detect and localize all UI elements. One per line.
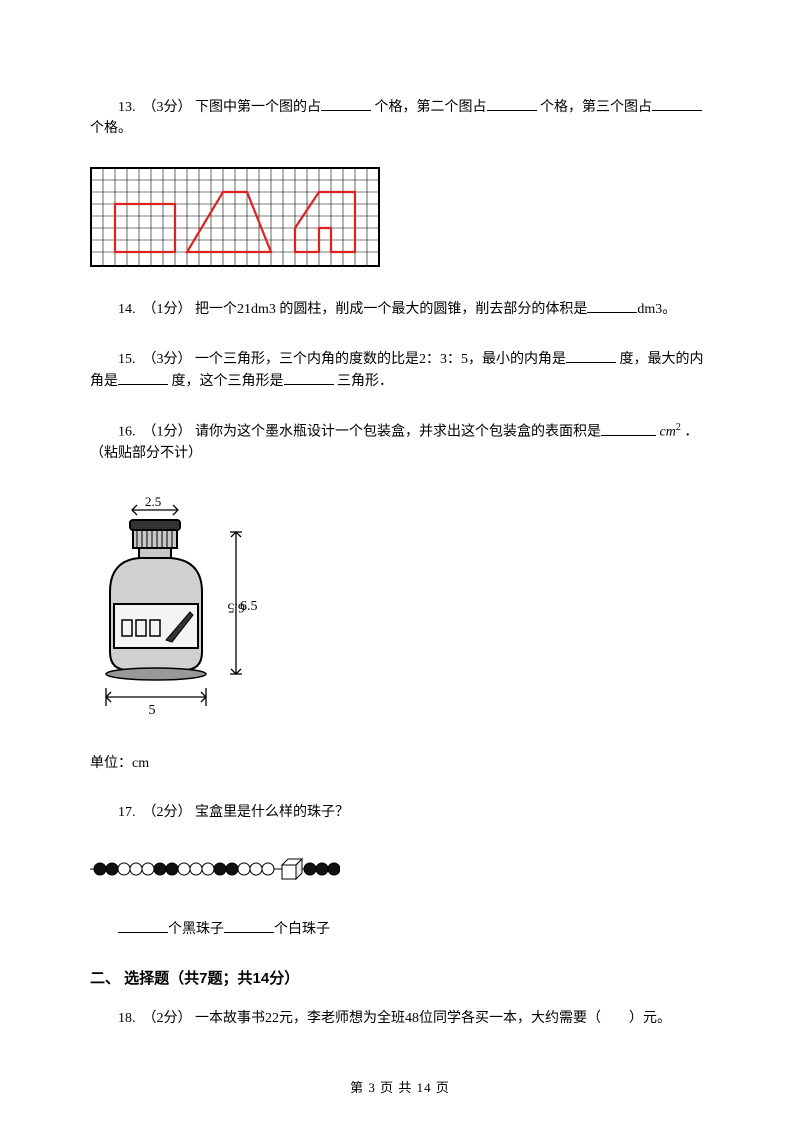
q17-answers: 个黑珠子 个白珠子: [90, 918, 710, 940]
q15-pts: （3分）: [143, 352, 192, 367]
q13-blank2[interactable]: [487, 96, 537, 111]
q14-pts: （1分）: [143, 302, 192, 317]
q15-num: 15.: [118, 352, 136, 367]
q18-pts: （2分）: [143, 1011, 192, 1026]
question-15: 15. （3分） 一个三角形，三个内角的度数的比是2：3：5，最小的内角是 度，…: [90, 348, 710, 392]
question-16: 16. （1分） 请你为这个墨水瓶设计一个包装盒，并求出这个包装盒的表面积是 c…: [90, 420, 710, 464]
q13-t3: 个格，第三个图占: [540, 100, 652, 115]
q15-blank2[interactable]: [118, 370, 168, 385]
q13-blank1[interactable]: [321, 96, 371, 111]
page-footer: 第 3 页 共 14 页: [0, 1077, 800, 1096]
q18-num: 18.: [118, 1011, 136, 1026]
q17-blank2[interactable]: [224, 918, 274, 933]
q13-blank3[interactable]: [652, 96, 702, 111]
q17-pts: （2分）: [143, 805, 192, 820]
q16-t1: 请你为这个墨水瓶设计一个包装盒，并求出这个包装盒的表面积是: [195, 425, 601, 440]
section-2-heading: 二、 选择题（共7题；共14分）: [90, 968, 710, 991]
q17-t: 宝盒里是什么样的珠子？: [195, 805, 349, 820]
q17-a: 个黑珠子: [168, 922, 224, 937]
q14-t: 把一个21dm3 的圆柱，削成一个最大的圆锥，削去部分的体积是: [195, 302, 587, 317]
q13-num: 13.: [118, 100, 136, 115]
base-label: 5: [149, 703, 156, 718]
q15-blank3[interactable]: [284, 370, 334, 385]
q17-b: 个白珠子: [274, 922, 330, 937]
q17-blank1[interactable]: [118, 918, 168, 933]
q13-t2: 个格，第二个图占: [375, 100, 487, 115]
q13-t4: 个格。: [90, 121, 132, 136]
beads-svg: [90, 851, 340, 887]
ink-bottle-figure: 2.5: [90, 492, 710, 729]
q16-blank[interactable]: [601, 421, 656, 436]
q14-num: 14.: [118, 302, 136, 317]
question-17: 17. （2分） 宝盒里是什么样的珠子？: [90, 802, 710, 823]
ink-bottle-svg: 2.5: [90, 492, 280, 722]
q15-blank1[interactable]: [566, 348, 616, 363]
question-18: 18. （2分） 一本故事书22元，李老师想为全班48位同学各买一本，大约需要（…: [90, 1008, 710, 1029]
q13-pts: （3分）: [143, 100, 192, 115]
q15-t1: 一个三角形，三个内角的度数的比是2：3：5，最小的内角是: [195, 352, 566, 367]
q15-t4: 三角形．: [337, 374, 393, 389]
page-body: 13. （3分） 下图中第一个图的占 个格，第二个图占 个格，第三个图占 个格。: [90, 96, 710, 1057]
q15-t3: 度，这个三角形是: [172, 374, 284, 389]
unit-label: 单位：cm: [90, 753, 710, 774]
q18-t: 一本故事书22元，李老师想为全班48位同学各买一本，大约需要（ ）元。: [195, 1011, 671, 1026]
q17-num: 17.: [118, 805, 136, 820]
cap-label: 2.5: [145, 494, 161, 509]
q13-figure: [90, 167, 710, 274]
grid-shapes-svg: [90, 167, 380, 267]
height-label2: 6.5: [240, 599, 258, 614]
q13-t1: 下图中第一个图的占: [195, 100, 321, 115]
q16-num: 16.: [118, 425, 136, 440]
q16-pts: （1分）: [143, 425, 192, 440]
q14-blank[interactable]: [587, 298, 637, 313]
q16-sup: 2: [676, 422, 681, 433]
q16-unit: cm: [660, 425, 676, 440]
question-14: 14. （1分） 把一个21dm3 的圆柱，削成一个最大的圆锥，削去部分的体积是…: [90, 298, 710, 320]
question-13: 13. （3分） 下图中第一个图的占 个格，第二个图占 个格，第三个图占 个格。: [90, 96, 710, 139]
q14-unit: dm3。: [637, 302, 676, 317]
beads-figure: [90, 851, 710, 894]
